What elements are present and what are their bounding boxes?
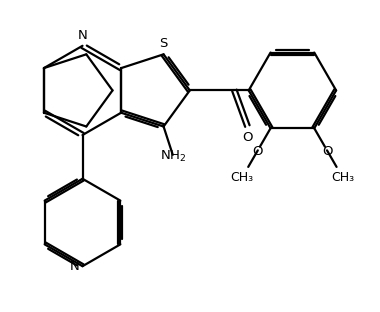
Text: S: S [159,37,168,50]
Text: N: N [70,260,79,273]
Text: O: O [322,145,333,158]
Text: O: O [242,131,253,144]
Text: CH₃: CH₃ [231,171,254,184]
Text: CH₃: CH₃ [331,171,354,184]
Text: NH$_2$: NH$_2$ [160,149,187,164]
Text: N: N [78,29,87,42]
Text: O: O [252,145,263,158]
